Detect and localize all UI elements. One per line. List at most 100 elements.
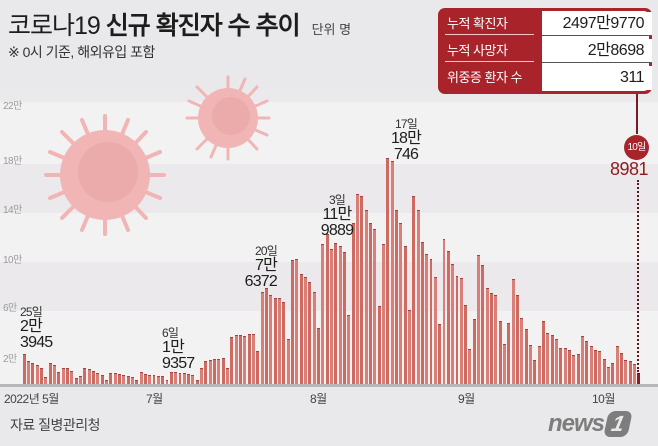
bar — [126, 375, 130, 384]
bar — [416, 209, 420, 384]
bar — [78, 375, 82, 384]
stats-label: 위중증 환자 수 — [447, 70, 522, 85]
y-tick-label: 6만 — [3, 303, 17, 314]
bar — [27, 361, 30, 384]
bar — [368, 223, 372, 384]
bar — [165, 379, 169, 384]
bar — [31, 363, 35, 384]
stats-row-total-cases: 누적 확진자 2497만9770 — [438, 12, 652, 36]
virus-illustration-small — [185, 75, 271, 161]
bar — [399, 223, 403, 384]
bar — [308, 281, 312, 384]
bar — [594, 350, 597, 384]
bar — [104, 379, 108, 384]
bar — [65, 367, 69, 384]
stats-row-total-deaths: 누적 사망자 2만8698 — [438, 39, 652, 63]
bar — [35, 365, 39, 384]
bar — [546, 332, 550, 384]
bar — [152, 375, 156, 384]
bar-chart — [22, 90, 642, 384]
bar — [87, 369, 91, 384]
bar — [520, 317, 524, 384]
x-tick-label: 9월 — [458, 392, 475, 406]
bar — [213, 358, 217, 384]
bar — [230, 337, 234, 384]
bar — [412, 196, 416, 384]
bar — [433, 277, 437, 384]
bar — [83, 367, 87, 384]
annotation-may-25: 25일 2만 3945 — [20, 305, 53, 352]
x-tick-label: 2022년 5월 — [4, 392, 59, 406]
bar — [347, 314, 351, 384]
bar — [243, 335, 247, 384]
bar — [490, 292, 494, 384]
bar — [477, 254, 481, 384]
bar — [234, 335, 238, 384]
bar — [364, 210, 368, 384]
bar — [208, 359, 212, 384]
bar — [390, 160, 394, 384]
bar — [632, 363, 636, 384]
bar — [61, 367, 65, 384]
bar — [278, 298, 281, 384]
bar — [130, 376, 134, 384]
bar — [135, 379, 139, 384]
bar — [472, 318, 476, 384]
chart-subtitle: ※ 0시 기준, 해외유입 포함 — [8, 44, 155, 60]
bar — [407, 310, 411, 384]
bar — [615, 346, 619, 384]
bar — [178, 372, 182, 384]
bar — [420, 242, 424, 384]
bar — [628, 361, 632, 384]
bar — [169, 371, 173, 384]
annotation-jul-20: 20일 7만 6372 — [244, 244, 278, 291]
bar — [143, 373, 147, 384]
bar — [355, 194, 359, 384]
bar — [624, 360, 628, 384]
bar — [503, 343, 507, 384]
bar — [269, 295, 273, 384]
bar — [321, 244, 325, 384]
bar — [291, 259, 294, 384]
bar — [576, 353, 580, 384]
bar — [446, 251, 450, 384]
bar — [148, 374, 152, 384]
leader-line — [636, 94, 638, 134]
bar — [304, 277, 307, 384]
cumulative-stats-box: 누적 확진자 2497만9770 누적 사망자 2만8698 위중증 환자 수 … — [438, 8, 652, 94]
stats-value: 2497만9770 — [542, 12, 652, 36]
bar — [481, 265, 485, 384]
bar — [282, 302, 286, 384]
bar — [381, 244, 385, 384]
bar — [429, 258, 433, 384]
bar — [217, 358, 221, 384]
bar — [338, 245, 342, 384]
y-tick-label: 22만 — [3, 101, 22, 112]
bar — [533, 360, 537, 384]
y-tick-label: 2만 — [3, 354, 17, 365]
stats-label: 누적 확진자 — [438, 12, 542, 36]
bar — [581, 336, 584, 384]
bar — [70, 370, 74, 384]
bar — [529, 345, 533, 384]
bar — [542, 321, 546, 384]
bar — [524, 328, 528, 384]
bar — [537, 346, 541, 384]
bar — [468, 348, 472, 384]
bar — [204, 361, 208, 384]
bar — [299, 273, 303, 384]
bar — [507, 322, 511, 384]
title-prefix: 코로나19 — [8, 12, 106, 40]
bar — [57, 371, 61, 384]
bar — [619, 352, 623, 384]
x-axis-baseline — [0, 384, 658, 387]
bar — [455, 275, 459, 384]
x-tick-label: 10월 — [592, 392, 615, 406]
bar — [52, 364, 56, 384]
latest-value: 8981 — [609, 159, 649, 179]
bar — [226, 368, 230, 384]
bar — [317, 328, 320, 384]
bar — [377, 306, 381, 384]
bar — [109, 372, 113, 384]
bar — [485, 288, 489, 384]
